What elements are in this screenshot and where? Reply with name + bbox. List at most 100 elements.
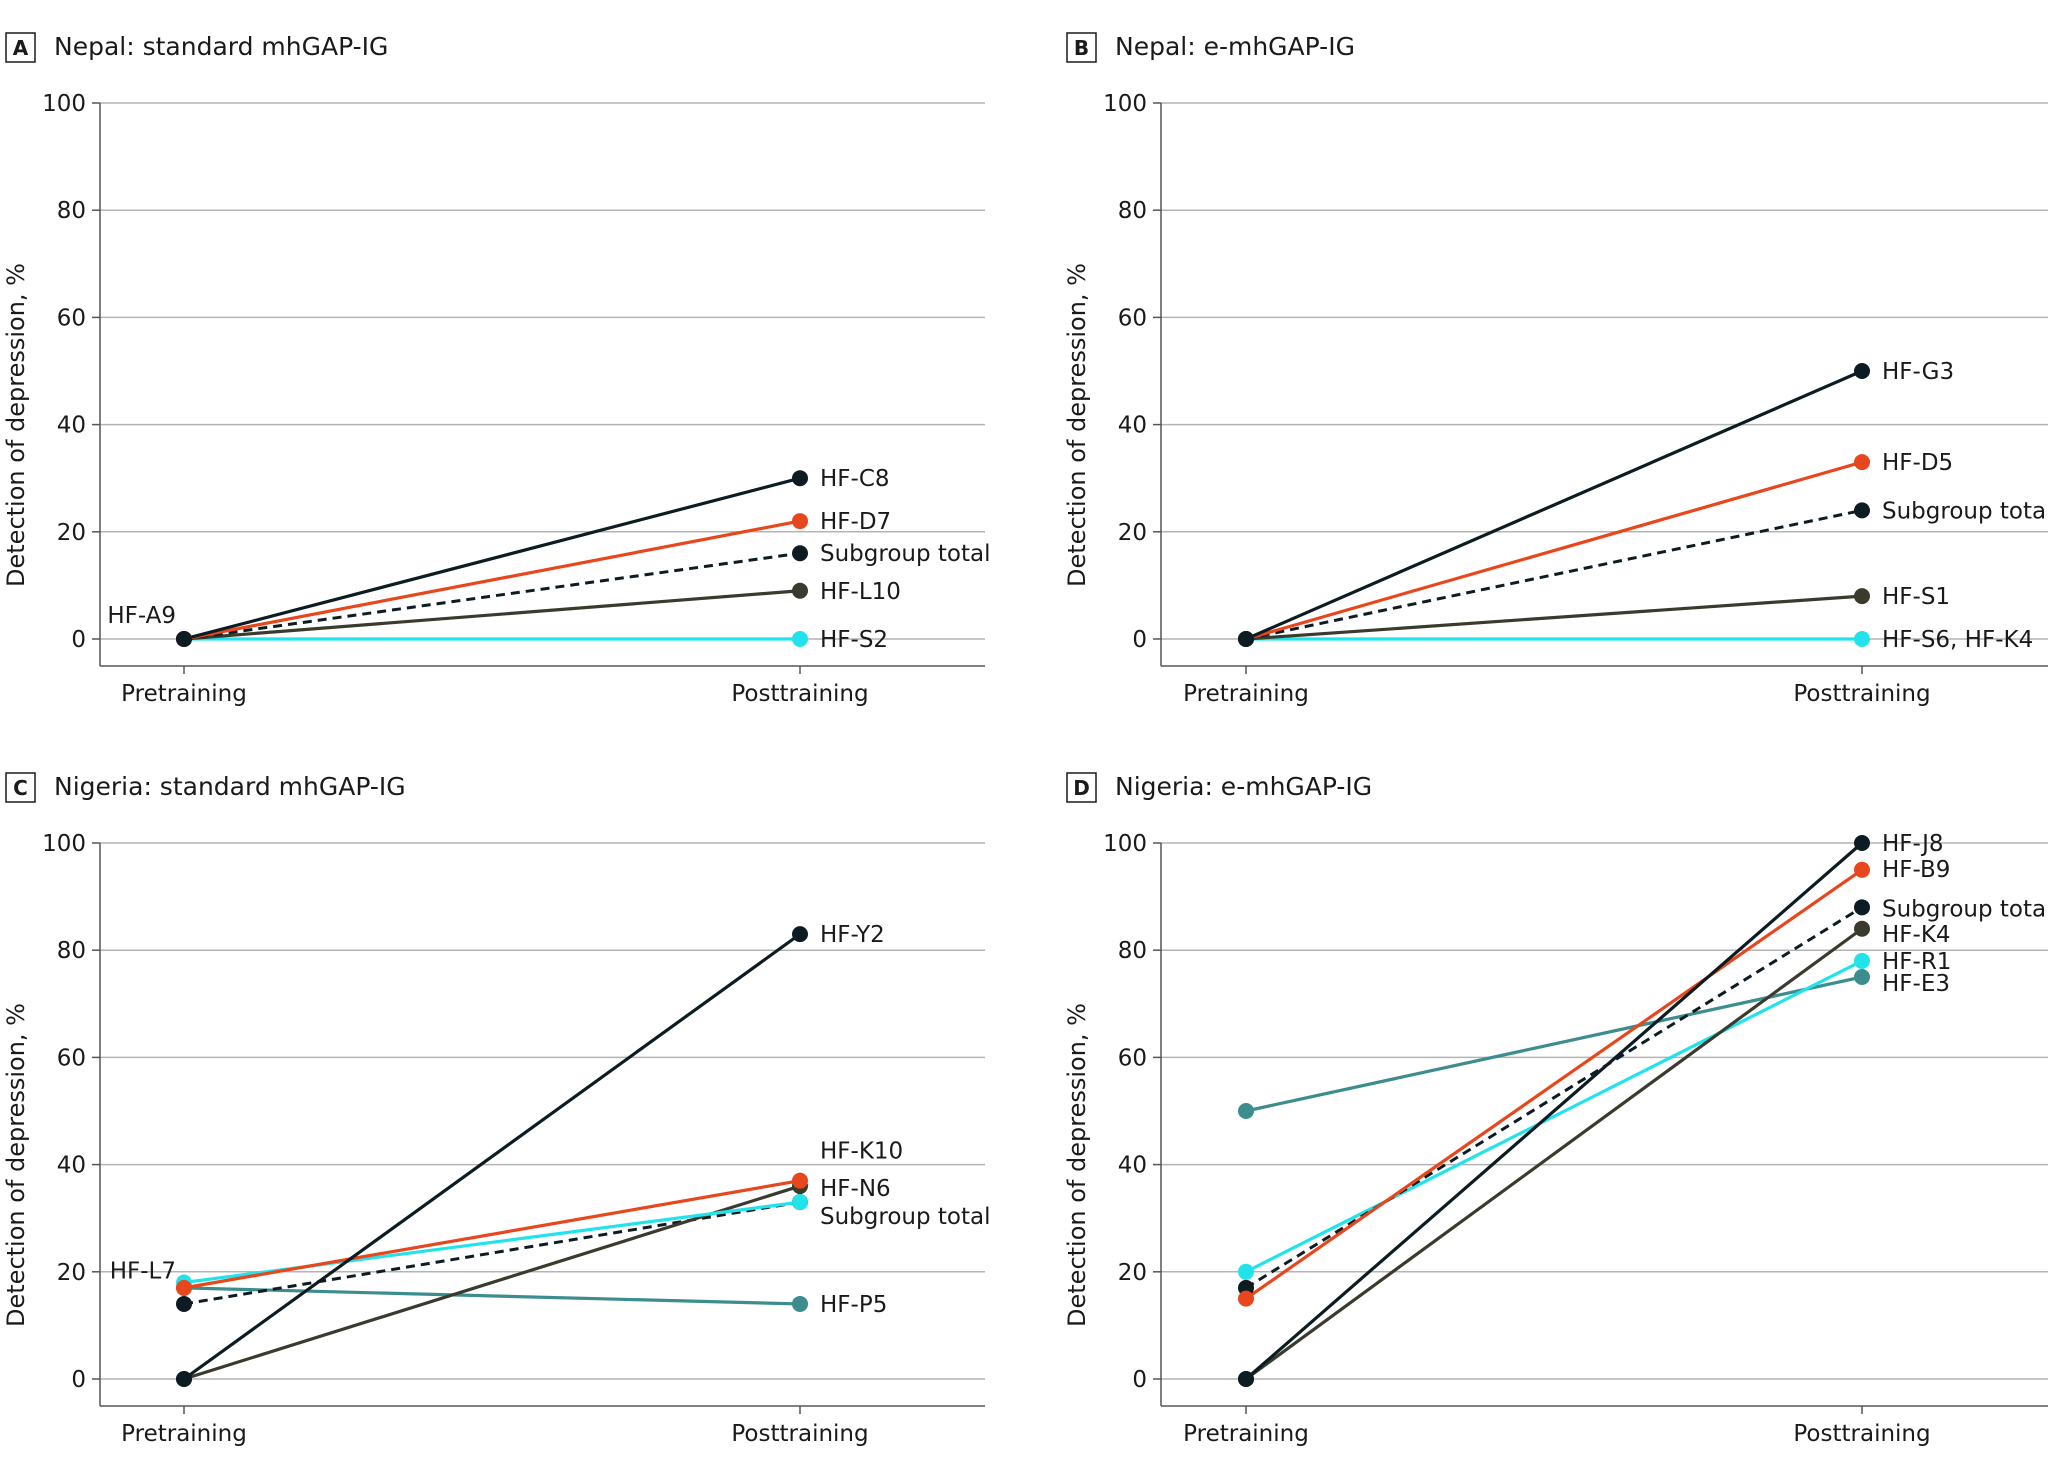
series-label: Subgroup total — [820, 541, 990, 567]
series-label: HF-N6 — [820, 1176, 891, 1202]
panel-letter-box — [1066, 32, 1097, 63]
y-tick-label: 40 — [1118, 1153, 1147, 1179]
data-point — [1854, 631, 1870, 647]
data-point — [176, 1279, 192, 1296]
data-point — [792, 582, 808, 599]
data-point — [792, 926, 808, 943]
series-label: Subgroup total — [1882, 498, 2048, 524]
plot-area: 0 20 40 60 80 100 Pretraining Posttraining HF-J8… — [1103, 831, 2048, 1447]
y-tick-label: 60 — [57, 1045, 86, 1071]
series-line — [1245, 927, 1863, 1381]
series-line — [183, 519, 801, 641]
y-tick-label: 100 — [1103, 831, 1147, 857]
data-point — [1854, 861, 1870, 878]
series-label: HF-L10 — [820, 579, 901, 605]
y-tick-label: 0 — [1132, 1367, 1147, 1393]
data-point — [1238, 1290, 1254, 1307]
y-tick-label: 40 — [57, 413, 86, 439]
data-point — [792, 1172, 808, 1189]
y-tick-label: 100 — [42, 831, 86, 857]
series-line — [183, 476, 801, 641]
data-point — [1854, 363, 1870, 379]
series-label: HF-K10 — [820, 1139, 903, 1165]
data-point — [176, 631, 192, 647]
y-axis-label: Detection of depression, % — [2, 263, 30, 587]
panel-d: D Nigeria: e-mhGAP-IG Detection of depre… — [1063, 772, 2048, 1447]
y-axis-label: Detection of depression, % — [1063, 1003, 1091, 1327]
y-tick-label: 80 — [57, 938, 86, 964]
series-label: HF-S2 — [820, 627, 888, 653]
y-tick-label: 40 — [1118, 413, 1147, 439]
panel-letter-box — [5, 32, 36, 63]
data-point — [1238, 1263, 1254, 1280]
data-point — [1854, 920, 1870, 937]
series-line — [1245, 959, 1863, 1274]
data-point — [176, 1371, 192, 1387]
data-point — [1854, 969, 1870, 985]
y-axis-label: Detection of depression, % — [2, 1003, 30, 1327]
series-line — [1245, 369, 1863, 641]
data-point — [1854, 454, 1870, 471]
series-line — [183, 1286, 801, 1306]
series-label: HF-S6, HF-K4 — [1882, 627, 2033, 653]
y-tick-label: 20 — [57, 1260, 86, 1286]
panel-letter: A — [13, 36, 29, 60]
series-label: HF-J8 — [1882, 831, 1944, 857]
y-tick-label: 0 — [1132, 627, 1147, 653]
series-label: HF-C8 — [820, 466, 890, 492]
series-label: HF-D5 — [1882, 450, 1953, 476]
y-tick-label: 0 — [71, 1367, 86, 1393]
y-tick-label: 60 — [57, 305, 86, 331]
panel-title: Nigeria: standard mhGAP-IG — [54, 772, 406, 801]
y-tick-label: 100 — [1103, 91, 1147, 117]
series-line — [1244, 841, 1864, 1381]
data-point — [792, 545, 808, 562]
series-line — [183, 589, 801, 641]
panel-b: B Nepal: e-mhGAP-IG Detection of depress… — [1063, 32, 2048, 707]
data-point — [792, 631, 808, 647]
panel-title: Nepal: standard mhGAP-IG — [54, 32, 388, 61]
y-tick-label: 80 — [57, 198, 86, 224]
x-tick-label: Pretraining — [121, 1421, 247, 1447]
data-point — [1854, 588, 1870, 605]
plot-area: 0 20 40 60 80 100 Pretraining Posttraining HF-C8… — [42, 91, 990, 707]
x-tick-label: Posttraining — [1793, 1421, 1930, 1447]
panel-letter-box — [1066, 772, 1097, 803]
data-point — [1238, 1371, 1254, 1387]
panel-letter: B — [1074, 36, 1089, 60]
series-line — [183, 1200, 801, 1306]
data-point — [792, 470, 808, 487]
series-line — [183, 932, 801, 1381]
series-line — [1245, 508, 1863, 641]
series-label: Subgroup total — [1882, 896, 2048, 922]
series-label: HF-R1 — [1882, 949, 1951, 975]
panel-title: Nepal: e-mhGAP-IG — [1115, 32, 1355, 61]
series-label: HF-D7 — [820, 509, 891, 535]
data-point — [1238, 1103, 1254, 1119]
data-point — [792, 1194, 808, 1211]
y-tick-label: 80 — [1118, 198, 1147, 224]
series-line — [183, 551, 801, 641]
series-line — [183, 1184, 801, 1381]
y-tick-label: 20 — [1118, 1260, 1147, 1286]
data-point — [1854, 952, 1870, 969]
series-line — [183, 1179, 801, 1290]
y-tick-label: 40 — [57, 1153, 86, 1179]
series-label: HF-L7 — [110, 1259, 176, 1285]
y-tick-label: 20 — [1118, 520, 1147, 546]
data-point — [792, 513, 808, 530]
data-point — [1854, 502, 1870, 519]
y-tick-label: 20 — [57, 520, 86, 546]
series-line — [1245, 975, 1863, 1113]
panel-letter-box — [5, 772, 36, 803]
series-line — [1245, 460, 1863, 641]
data-point — [176, 1295, 192, 1312]
x-tick-label: Pretraining — [1183, 681, 1309, 707]
x-tick-label: Posttraining — [731, 1421, 868, 1447]
panel-letter: D — [1073, 776, 1090, 800]
series-label: HF-P5 — [820, 1292, 887, 1318]
data-point — [1854, 835, 1870, 851]
y-tick-label: 100 — [42, 91, 86, 117]
panel-a: A Nepal: standard mhGAP-IG Detection of … — [2, 32, 990, 707]
